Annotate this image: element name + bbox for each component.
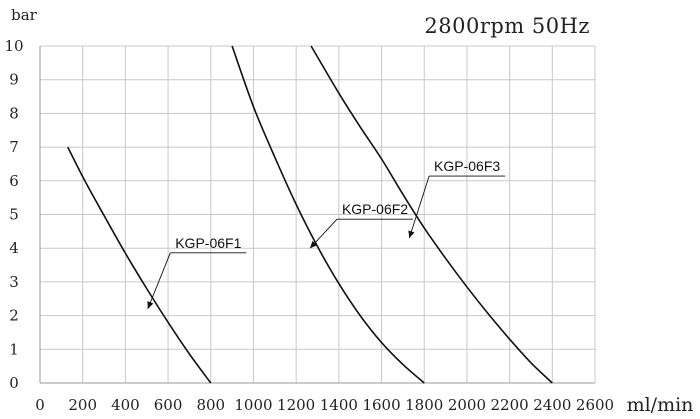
callout-leader	[147, 252, 171, 310]
series-line-kgp-06f2	[231, 45, 425, 384]
x-tick-label: 2400	[533, 396, 571, 414]
x-tick-label: 2000	[448, 396, 486, 414]
y-tick-label: 0	[9, 374, 19, 392]
y-tick-label: 5	[9, 206, 19, 224]
callout-leader	[408, 175, 430, 239]
x-tick-label: 800	[196, 396, 225, 414]
y-tick-label: 1	[9, 340, 19, 358]
callout-arrowhead	[147, 301, 154, 309]
callout-label: KGP-06F3	[434, 158, 500, 174]
y-tick-label: 7	[9, 138, 19, 156]
x-tick-label: 200	[68, 396, 97, 414]
y-tick-label: 4	[9, 239, 19, 257]
callout-kgp-06f3: KGP-06F3	[408, 158, 506, 239]
x-tick-label: 1600	[362, 396, 400, 414]
callout-arrowhead	[310, 240, 318, 249]
x-axis-ticks: 0 200 400 600 800 1000 1200 1400 1600 1800 2000 220…	[35, 396, 614, 414]
y-tick-label: 10	[4, 37, 23, 55]
y-axis-unit: bar	[11, 6, 38, 24]
x-tick-label: 1000	[234, 396, 272, 414]
x-tick-label: 2600	[576, 396, 614, 414]
x-tick-label: 400	[111, 396, 140, 414]
series-lines	[67, 45, 553, 384]
callout-kgp-06f2: KGP-06F2	[309, 201, 414, 249]
y-tick-label: 8	[9, 104, 19, 122]
series-line-kgp-06f3	[310, 45, 553, 384]
callouts: KGP-06F1 KGP-06F2 KGP-06F3	[147, 158, 506, 310]
y-tick-label: 6	[9, 172, 19, 190]
y-tick-label: 3	[9, 273, 19, 291]
y-axis-ticks: 0 1 2 3 4 5 6 7 8 9 10	[4, 37, 23, 392]
x-tick-label: 1400	[320, 396, 358, 414]
grid	[40, 45, 596, 383]
x-tick-label: 1200	[277, 396, 315, 414]
series-line-kgp-06f1	[67, 146, 212, 384]
callout-label: KGP-06F2	[342, 201, 408, 217]
x-tick-label: 600	[154, 396, 183, 414]
callout-kgp-06f1: KGP-06F1	[147, 235, 247, 310]
x-tick-label: 2200	[491, 396, 529, 414]
y-tick-label: 9	[9, 71, 19, 89]
axes	[39, 46, 595, 384]
callout-arrowhead	[408, 230, 415, 239]
callout-label: KGP-06F1	[175, 235, 241, 251]
x-axis-unit: ml/min	[627, 394, 694, 416]
chart-title: 2800rpm 50Hz	[424, 14, 590, 38]
x-tick-label: 0	[35, 396, 45, 414]
y-tick-label: 2	[9, 307, 19, 325]
x-tick-label: 1800	[405, 396, 443, 414]
